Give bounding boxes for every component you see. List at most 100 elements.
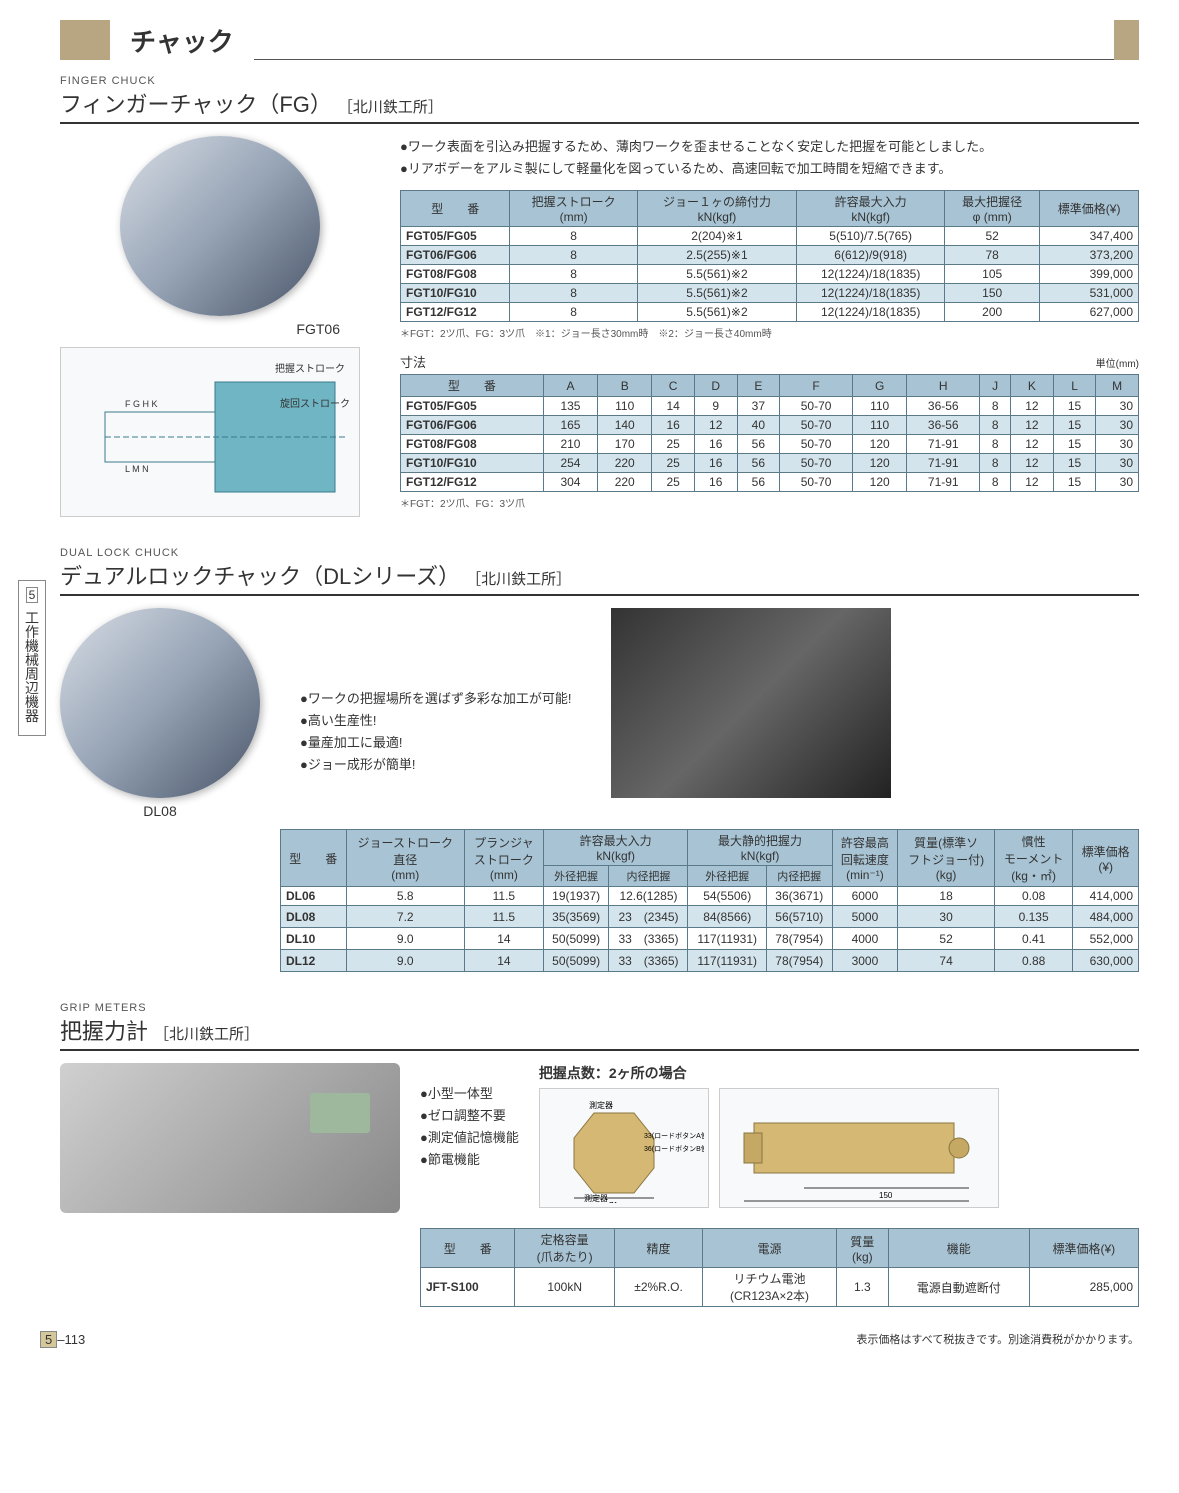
table-cell: 399,000 (1040, 265, 1139, 284)
section-finger-chuck: FINGER CHUCK フィンガーチャック（FG） ［北川鉄工所］ FGT06… (60, 75, 1139, 517)
grip-diagram-front: 測定器 33(ロードボタンA使用時) 36(ロードボタンB使用時) 測定器 71 (539, 1088, 709, 1208)
table-subheader: 外径把握 (543, 866, 609, 887)
section1-spec-table: 型 番把握ストローク(mm)ジョー１ヶの締付力kN(kgf)許容最大入力kN(k… (400, 190, 1139, 322)
table-cell: 15 (1053, 473, 1096, 492)
table-cell: 50(5099) (543, 950, 609, 972)
table-header: 定格容量(爪あたり) (515, 1229, 614, 1268)
table-cell: 6(612)/9(918) (797, 246, 945, 265)
table-header: M (1096, 375, 1139, 397)
section3-subtitle-en: GRIP METERS (60, 1002, 1139, 1014)
svg-text:36(ロードボタンB使用時): 36(ロードボタンB使用時) (644, 1144, 704, 1153)
section-dual-lock-chuck: DUAL LOCK CHUCK デュアルロックチャック（DLシリーズ） ［北川鉄… (60, 547, 1139, 972)
table-cell: 15 (1053, 454, 1096, 473)
table-cell: 74 (898, 950, 995, 972)
table-header: ジョー１ヶの締付力kN(kgf) (637, 191, 796, 227)
table-cell: FGT05/FG05 (401, 227, 510, 246)
table-cell: 52 (945, 227, 1040, 246)
table-header: 機能 (888, 1229, 1029, 1268)
header-accent-left (60, 20, 110, 60)
table-cell: 78(7954) (766, 928, 832, 950)
section1-table1-footnote: ＊FGT：2ツ爪、FG：3ツ爪 ※1：ジョー長さ30mm時 ※2：ジョー長さ40… (400, 325, 1139, 340)
grip-diagram-side: 150 221 (719, 1088, 999, 1208)
table-cell: 56 (737, 435, 780, 454)
table-cell: 78(7954) (766, 950, 832, 972)
bullet: 小型一体型 (420, 1083, 519, 1105)
table-header: D (694, 375, 737, 397)
table-cell: 12 (1011, 435, 1054, 454)
table-cell: 15 (1053, 435, 1096, 454)
table-cell: 210 (543, 435, 597, 454)
page-number: 55–113–113 (40, 1332, 85, 1347)
section2-manufacturer: ［北川鉄工所］ (466, 568, 571, 589)
table-cell: 8 (980, 416, 1011, 435)
table-cell: 78 (945, 246, 1040, 265)
dimension-caption: 寸法 (400, 352, 426, 371)
table-cell: 30 (1096, 435, 1139, 454)
dimension-diagram-fg: 把握ストローク 旋回ストローク F G H K L M N (60, 347, 360, 517)
table-cell: 8 (980, 473, 1011, 492)
side-category-tab: 5 工作機械周辺機器 (18, 580, 46, 736)
table-cell: 71-91 (907, 435, 980, 454)
table-cell: 4000 (832, 928, 898, 950)
table-cell: 1.3 (836, 1268, 888, 1307)
table-cell: 5.5(561)※2 (637, 284, 796, 303)
bullet: ワークの把握場所を選ばず多彩な加工が可能! (300, 688, 571, 710)
table-cell: 8 (510, 227, 637, 246)
table-cell: 50-70 (780, 473, 853, 492)
table-cell: 9.0 (346, 950, 464, 972)
table-cell: 120 (853, 473, 907, 492)
section3-bullets: 小型一体型 ゼロ調整不要 測定値記憶機能 節電機能 (420, 1083, 519, 1171)
section1-bullets: ワーク表面を引込み把握するため、薄肉ワークを歪ませることなく安定した把握を可能と… (400, 136, 1139, 180)
table-cell: 5000 (832, 906, 898, 928)
table-cell: 50-70 (780, 435, 853, 454)
table-cell: 19(1937) (543, 887, 609, 906)
bullet: 高い生産性! (300, 710, 571, 732)
table-cell: 54(5506) (688, 887, 767, 906)
table-cell: 30 (1096, 397, 1139, 416)
table-header: 電源 (703, 1229, 837, 1268)
table-cell: 電源自動遮断付 (888, 1268, 1029, 1307)
table-cell: 33 (3365) (609, 950, 688, 972)
table-cell: 35(3569) (543, 906, 609, 928)
table-cell: 50-70 (780, 454, 853, 473)
application-photo (611, 608, 891, 798)
footer-tax-note: 表示価格はすべて税抜きです。別途消費税がかかります。 (856, 1331, 1139, 1347)
table-cell: 9 (694, 397, 737, 416)
table-header: H (907, 375, 980, 397)
table-cell: 150 (945, 284, 1040, 303)
grip-diagram-caption: 把握点数：2ヶ所の場合 (539, 1063, 999, 1083)
table-cell: 220 (598, 454, 652, 473)
table-cell: 304 (543, 473, 597, 492)
table-header: 標準価格(¥) (1029, 1229, 1138, 1268)
table-cell: DL08 (281, 906, 347, 928)
table-cell: 8 (510, 284, 637, 303)
bullet: ワーク表面を引込み把握するため、薄肉ワークを歪ませることなく安定した把握を可能と… (400, 136, 1139, 158)
table-header: 最大静的把握力kN(kgf) (688, 830, 832, 866)
svg-text:L M N: L M N (125, 464, 149, 474)
table-cell: ±2%R.O. (614, 1268, 702, 1307)
table-cell: 200 (945, 303, 1040, 322)
table-cell: 30 (1096, 473, 1139, 492)
bullet: ジョー成形が簡単! (300, 754, 571, 776)
table-cell: FGT12/FG12 (401, 303, 510, 322)
table-cell: FGT10/FG10 (401, 454, 544, 473)
table-cell: 16 (694, 435, 737, 454)
table-cell: 120 (853, 454, 907, 473)
table-cell: 630,000 (1073, 950, 1139, 972)
product-image-label: FGT06 (296, 321, 340, 337)
section3-subtitle-jp: 把握力計 (60, 1014, 148, 1046)
section1-manufacturer: ［北川鉄工所］ (338, 96, 443, 117)
table-cell: 33 (3365) (609, 928, 688, 950)
table-cell: 135 (543, 397, 597, 416)
table-cell: 12 (1011, 397, 1054, 416)
section2-subtitle-en: DUAL LOCK CHUCK (60, 547, 1139, 559)
table-cell: 14 (464, 928, 543, 950)
table-cell: 0.41 (994, 928, 1072, 950)
table-cell: 12.6(1285) (609, 887, 688, 906)
section2-spec-table: 型 番ジョーストローク直径(mm)プランジャストローク(mm)許容最大入力kN(… (280, 829, 1139, 972)
table-subheader: 外径把握 (688, 866, 767, 887)
product-image-label: DL08 (143, 803, 176, 819)
table-cell: 285,000 (1029, 1268, 1138, 1307)
svg-text:71: 71 (609, 1201, 618, 1203)
table-cell: 3000 (832, 950, 898, 972)
